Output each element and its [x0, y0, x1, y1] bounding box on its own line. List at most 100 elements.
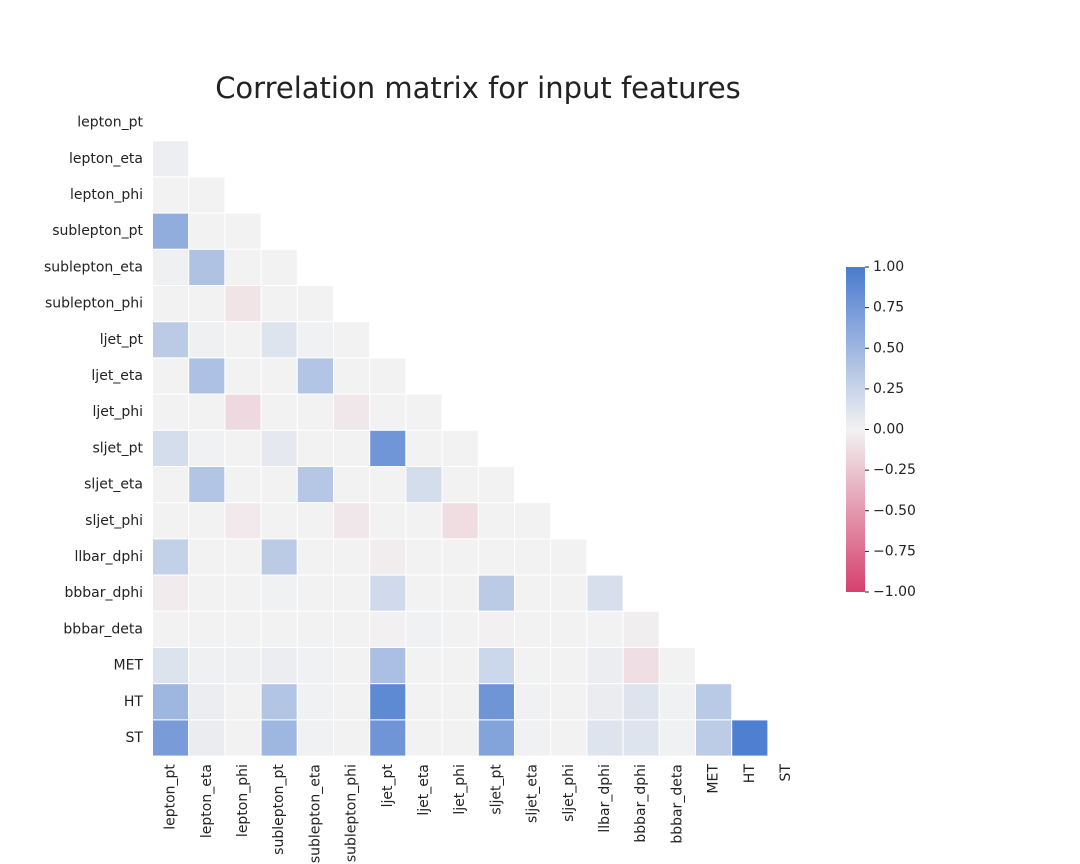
colorbar-tick-label: −0.25 — [873, 462, 916, 478]
heatmap-cell-MET-ljet_phi — [441, 647, 479, 685]
heatmap-cell-lepton_phi-lepton_eta — [188, 176, 226, 214]
heatmap-cell-sljet_eta-lepton_eta — [188, 466, 226, 504]
heatmap-cell-sljet_phi-lepton_phi — [224, 502, 262, 540]
heatmap-cell-bbbar_dphi-ljet_pt — [369, 574, 407, 612]
heatmap-cell-llbar_dphi-sublepton_pt — [260, 538, 298, 576]
heatmap-cell-bbbar_dphi-sublepton_eta — [296, 574, 334, 612]
row-label-llbar_dphi: llbar_dphi — [74, 549, 143, 565]
heatmap-cell-HT-sljet_phi — [550, 683, 588, 721]
heatmap-cell-sljet_phi-sljet_pt — [477, 502, 515, 540]
heatmap-cell-MET-llbar_dphi — [586, 647, 624, 685]
heatmap-cell-lepton_eta-lepton_pt — [152, 140, 190, 178]
column-label-sljet_phi: sljet_phi — [561, 764, 577, 822]
heatmap-cell-sljet_pt-ljet_pt — [369, 429, 407, 467]
heatmap-cell-bbbar_dphi-sljet_pt — [477, 574, 515, 612]
column-label-ljet_phi: ljet_phi — [452, 764, 468, 815]
heatmap-cell-sljet_phi-ljet_pt — [369, 502, 407, 540]
heatmap-cell-sublepton_pt-lepton_phi — [224, 212, 262, 250]
heatmap-cell-ST-lepton_phi — [224, 719, 262, 757]
heatmap-cell-bbbar_deta-lepton_pt — [152, 610, 190, 648]
heatmap-cell-MET-sljet_phi — [550, 647, 588, 685]
column-label-bbbar_dphi: bbbar_dphi — [633, 764, 649, 843]
heatmap-cell-ST-ljet_eta — [405, 719, 443, 757]
heatmap-cells — [152, 140, 769, 757]
colorbar-tick-label: 0.50 — [873, 340, 904, 356]
heatmap-cell-sljet_pt-ljet_phi — [441, 429, 479, 467]
heatmap-cell-sljet_phi-lepton_pt — [152, 502, 190, 540]
heatmap-cell-MET-lepton_phi — [224, 647, 262, 685]
heatmap-cell-ljet_phi-ljet_eta — [405, 393, 443, 431]
heatmap-cell-ljet_phi-sublepton_eta — [296, 393, 334, 431]
heatmap-cell-MET-ljet_pt — [369, 647, 407, 685]
column-label-ljet_pt: ljet_pt — [380, 764, 396, 808]
heatmap-cell-bbbar_deta-lepton_phi — [224, 610, 262, 648]
heatmap-cell-bbbar_deta-llbar_dphi — [586, 610, 624, 648]
heatmap-cell-ST-sljet_pt — [477, 719, 515, 757]
heatmap-cell-lepton_phi-lepton_pt — [152, 176, 190, 214]
heatmap-cell-ljet_eta-lepton_phi — [224, 357, 262, 395]
heatmap-cell-bbbar_dphi-ljet_phi — [441, 574, 479, 612]
heatmap-cell-ST-sublepton_eta — [296, 719, 334, 757]
heatmap-cell-MET-ljet_eta — [405, 647, 443, 685]
heatmap-cell-ljet_pt-lepton_pt — [152, 321, 190, 359]
heatmap-cell-ljet_eta-sublepton_pt — [260, 357, 298, 395]
column-label-sublepton_eta: sublepton_eta — [307, 764, 323, 863]
heatmap-cell-ST-bbbar_deta — [658, 719, 696, 757]
column-labels: lepton_pt lepton_eta lepton_phi sublepton_p… — [163, 764, 794, 864]
heatmap-cell-sublepton_eta-lepton_pt — [152, 248, 190, 287]
heatmap-cell-HT-lepton_phi — [224, 683, 262, 721]
column-label-HT: HT — [742, 764, 758, 784]
heatmap-cell-sublepton_phi-lepton_eta — [188, 285, 226, 323]
colorbar-tick-label: 1.00 — [873, 259, 904, 275]
heatmap-cell-bbbar_dphi-lepton_pt — [152, 574, 190, 612]
column-label-sljet_eta: sljet_eta — [525, 764, 541, 823]
heatmap-cell-MET-bbbar_dphi — [622, 647, 660, 685]
column-label-llbar_dphi: llbar_dphi — [597, 764, 613, 833]
heatmap-cell-ST-sublepton_phi — [333, 719, 371, 757]
heatmap-cell-ST-lepton_pt — [152, 719, 190, 757]
colorbar: 1.00 0.75 0.50 0.25 0.00 −0.25 −0.50 −0.75 −1.00 — [846, 259, 916, 600]
heatmap-cell-ljet_eta-ljet_pt — [369, 357, 407, 395]
heatmap-cell-ljet_eta-sublepton_phi — [333, 357, 371, 395]
heatmap-cell-sljet_phi-sljet_eta — [514, 502, 552, 540]
heatmap-cell-ljet_eta-lepton_pt — [152, 357, 190, 395]
heatmap-cell-sublepton_eta-sublepton_pt — [260, 248, 298, 287]
heatmap-cell-ljet_phi-lepton_eta — [188, 393, 226, 431]
row-label-sublepton_eta: sublepton_eta — [44, 259, 143, 275]
heatmap-cell-bbbar_deta-bbbar_dphi — [622, 610, 660, 648]
heatmap-cell-MET-sublepton_eta — [296, 647, 334, 685]
row-label-bbbar_deta: bbbar_deta — [63, 621, 143, 637]
heatmap-cell-sljet_eta-sublepton_eta — [296, 466, 334, 504]
heatmap-cell-sublepton_phi-sublepton_eta — [296, 285, 334, 323]
heatmap-cell-bbbar_deta-sublepton_eta — [296, 610, 334, 648]
heatmap-cell-bbbar_dphi-ljet_eta — [405, 574, 443, 612]
heatmap-cell-sublepton_pt-lepton_eta — [188, 212, 226, 250]
heatmap-cell-sublepton_phi-lepton_pt — [152, 285, 190, 323]
heatmap-cell-HT-lepton_pt — [152, 683, 190, 721]
heatmap-cell-sljet_phi-sublepton_eta — [296, 502, 334, 540]
row-label-bbbar_dphi: bbbar_dphi — [64, 585, 143, 601]
column-label-bbbar_deta: bbbar_deta — [669, 764, 685, 844]
heatmap-cell-ST-lepton_eta — [188, 719, 226, 757]
column-label-sublepton_pt: sublepton_pt — [271, 764, 287, 855]
colorbar-tick-label: 0.25 — [873, 381, 904, 397]
heatmap-cell-HT-sljet_eta — [514, 683, 552, 721]
heatmap-cell-ST-ljet_phi — [441, 719, 479, 757]
heatmap-cell-HT-sublepton_phi — [333, 683, 371, 721]
heatmap-cell-ljet_eta-lepton_eta — [188, 357, 226, 395]
heatmap-cell-bbbar_deta-ljet_eta — [405, 610, 443, 648]
colorbar-ticks: 1.00 0.75 0.50 0.25 0.00 −0.25 −0.50 −0.75 −1.00 — [865, 259, 916, 600]
heatmap-cell-sublepton_eta-lepton_eta — [188, 248, 226, 287]
heatmap-cell-HT-sljet_pt — [477, 683, 515, 721]
heatmap-cell-sljet_pt-lepton_eta — [188, 429, 226, 467]
colorbar-tick-label: 0.75 — [873, 300, 904, 316]
column-label-lepton_pt: lepton_pt — [163, 764, 179, 830]
heatmap-cell-bbbar_dphi-lepton_phi — [224, 574, 262, 612]
colorbar-tick-label: −0.50 — [873, 503, 916, 519]
heatmap-cell-MET-sublepton_pt — [260, 647, 298, 685]
row-label-ljet_pt: ljet_pt — [100, 332, 144, 348]
heatmap-cell-sljet_eta-sublepton_phi — [333, 466, 371, 504]
heatmap-cell-MET-sljet_pt — [477, 647, 515, 685]
heatmap-cell-llbar_dphi-ljet_eta — [405, 538, 443, 576]
